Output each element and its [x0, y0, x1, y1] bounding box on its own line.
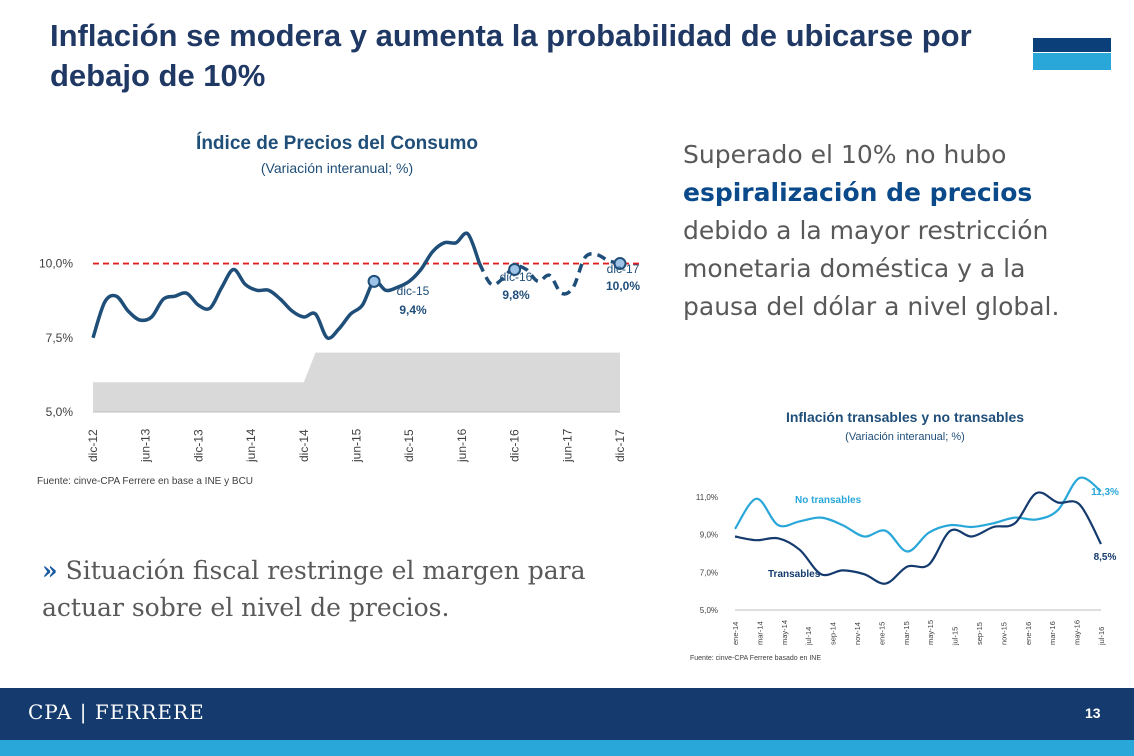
chart2-end-label: 11,3%	[1091, 487, 1119, 498]
chart2-ytick-label: 9,0%	[700, 531, 718, 540]
chart2-xtick-label: ene-16	[1024, 622, 1033, 645]
chart2-series-line	[734, 476, 1102, 553]
chart2-xtick-label: mar-15	[902, 621, 911, 645]
chart2-xtick-label: mar-16	[1048, 621, 1057, 645]
chart1-xtick-label: jun-16	[455, 428, 469, 463]
bullet-marker-icon: »	[42, 556, 58, 585]
chart2-xtick-label: sep-15	[975, 622, 984, 645]
chart1-point-marker	[613, 257, 627, 271]
decor-bar-light	[1033, 53, 1111, 70]
chart1-point-value: 10,0%	[606, 279, 640, 293]
chart2-xtick-label: nov-14	[853, 622, 862, 645]
decor-bar-dark	[1033, 38, 1111, 52]
ipc-series-solid	[91, 231, 482, 340]
chart2-xtick-label: jul-14	[804, 627, 813, 646]
company-logo: CPA | FERRERE	[28, 700, 205, 724]
chart1-xtick-label: dic-17	[613, 429, 627, 462]
chart2-xtick-label: may-16	[1073, 620, 1082, 645]
chart1-xtick-label: jun-15	[350, 428, 364, 463]
chart1-source: Fuente: cinve-CPA Ferrere en base a INE …	[37, 476, 253, 487]
chart1-xtick-label: dic-14	[297, 429, 311, 462]
chart1-xtick-label: dic-15	[402, 429, 416, 462]
chart2-ytick-label: 11,0%	[696, 493, 718, 502]
chart1-point-label: dic-15	[397, 284, 430, 298]
chart1-xtick-label: jun-14	[244, 428, 258, 463]
chart1-xtick-label: jun-13	[139, 428, 153, 463]
bullet-text: Situación fiscal restringe el margen par…	[42, 556, 586, 622]
chart1-ytick-label: 10,0%	[39, 257, 73, 271]
chart2-xtick-label: nov-15	[999, 622, 1008, 645]
chart1-subtitle: (Variación interanual; %)	[261, 160, 413, 176]
footer-strip	[0, 740, 1134, 756]
chart1-point-marker	[508, 262, 522, 276]
chart2-title: Inflación transables y no transables	[786, 409, 1024, 425]
chart2-xtick-label: may-15	[926, 620, 935, 645]
slide-title: Inflación se modera y aumenta la probabi…	[50, 18, 972, 93]
chart1-xtick-label: dic-16	[508, 429, 522, 462]
chart2-xtick-label: ene-15	[877, 622, 886, 645]
chart2-ytick-label: 7,0%	[700, 568, 718, 577]
chart1-point-label: dic-17	[607, 262, 640, 276]
chart1-point-marker	[367, 274, 381, 288]
chart2-end-label: 8,5%	[1094, 552, 1117, 563]
chart1-point-value: 9,4%	[399, 303, 427, 317]
chart2-legend-transables: Transables	[768, 569, 821, 580]
chart2-legend-no-transables: No transables	[795, 495, 862, 506]
side-text-part1: Superado el 10% no hubo	[683, 140, 1007, 169]
footer-bar	[0, 688, 1134, 740]
chart2-xtick-label: may-14	[780, 620, 789, 645]
chart2-xtick-label: mar-14	[755, 621, 764, 645]
chart1-xtick-label: dic-12	[86, 429, 100, 462]
chart1-ytick-label: 7,5%	[46, 331, 74, 345]
chart2-subtitle: (Variación interanual; %)	[845, 431, 965, 443]
ipc-series-dashed	[477, 252, 621, 296]
chart1-xtick-label: jun-17	[560, 428, 574, 463]
side-text-part2: debido a la mayor restricción monetaria …	[683, 216, 1060, 321]
chart1-xtick-label: dic-13	[191, 429, 205, 462]
chart2-xtick-label: sep-14	[829, 622, 838, 645]
chart2-source: Fuente: cinve-CPA Ferrere basado en INE	[690, 655, 821, 662]
chart2-ytick-label: 5,0%	[700, 606, 718, 615]
target-band	[93, 352, 620, 412]
chart1-title: Índice de Precios del Consumo	[196, 132, 478, 154]
fiscal-bullet: » Situación fiscal restringe el margen p…	[42, 552, 642, 626]
chart2-xtick-label: jul-16	[1097, 627, 1106, 646]
chart1-ytick-label: 5,0%	[46, 405, 74, 419]
side-commentary: Superado el 10% no hubo espiralización d…	[683, 136, 1103, 326]
page-number: 13	[1085, 705, 1101, 721]
chart1-point-value: 9,8%	[502, 288, 530, 302]
chart2-series-line	[734, 491, 1102, 585]
chart2-xtick-label: ene-14	[731, 622, 740, 645]
chart2-xtick-label: jul-15	[951, 627, 960, 646]
side-text-highlight: espiralización de precios	[683, 178, 1033, 207]
chart1-point-label: dic-16	[500, 270, 533, 284]
